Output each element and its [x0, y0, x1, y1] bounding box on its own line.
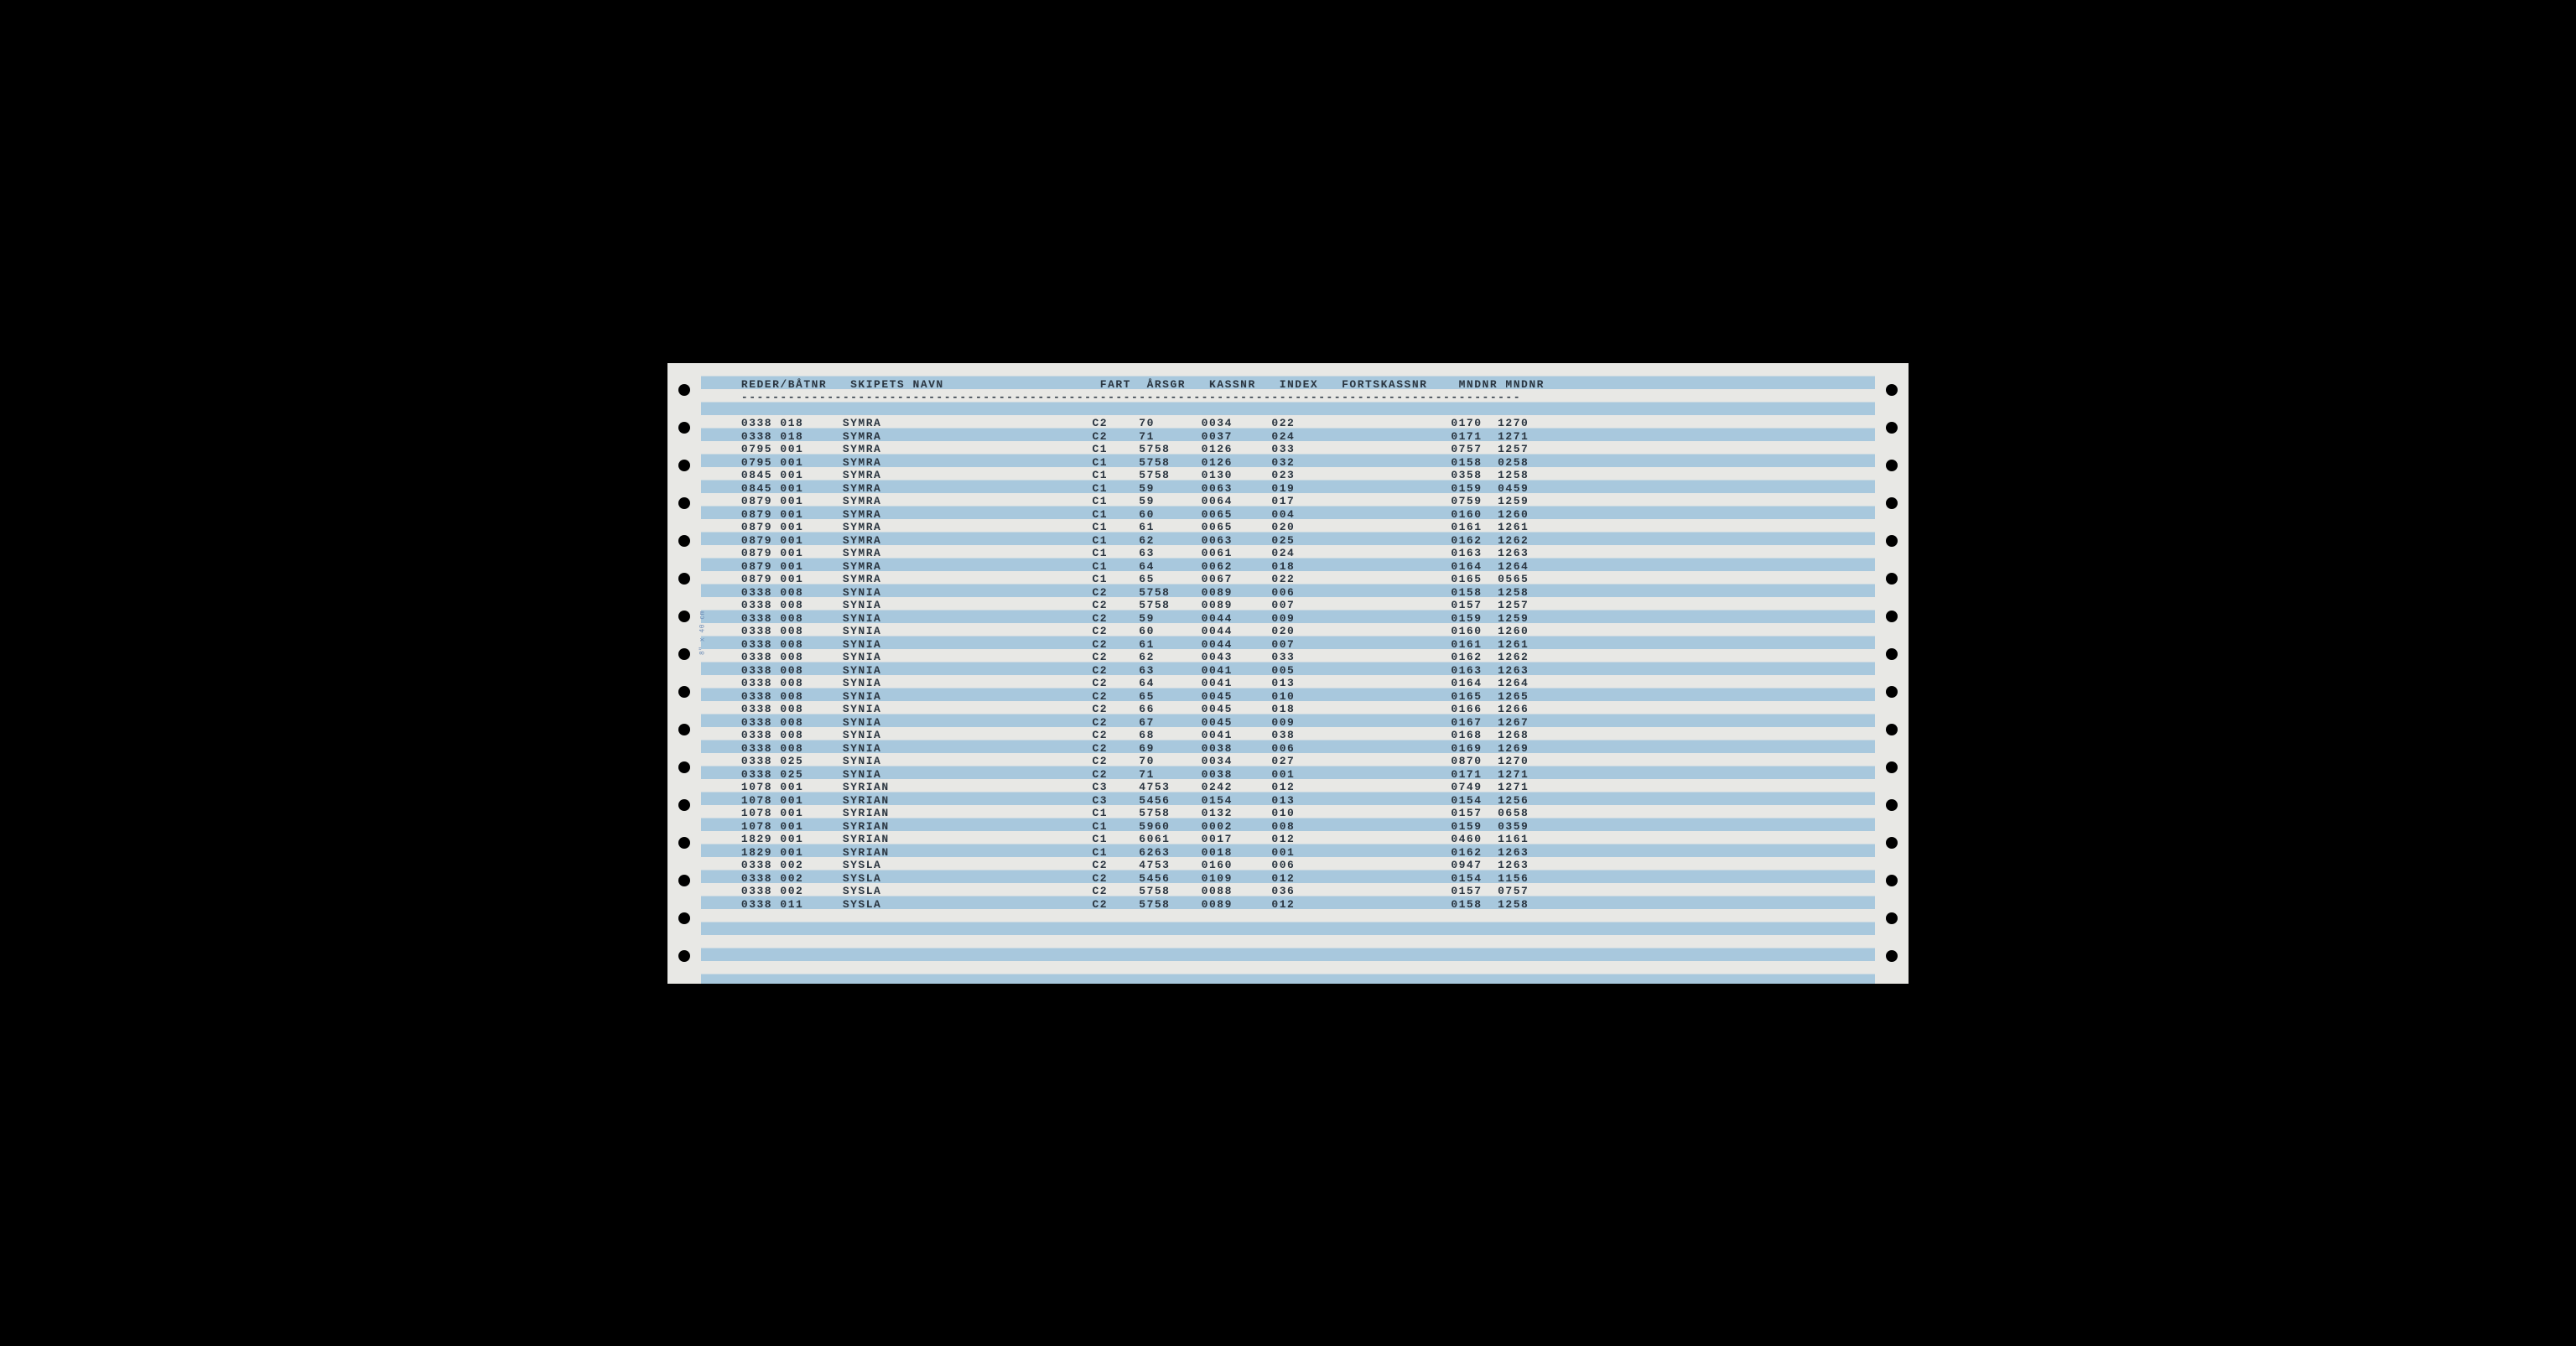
sprocket-hole: [678, 422, 690, 434]
sprocket-hole: [1886, 875, 1898, 886]
sprocket-hole: [678, 384, 690, 396]
sprocket-hole: [1886, 535, 1898, 547]
table-row: 0879 001 SYMRA C1 59 0064 017 0759 1259: [718, 495, 1858, 508]
table-row: 0338 008 SYNIA C2 64 0041 013 0164 1264: [718, 677, 1858, 690]
sprocket-hole: [678, 573, 690, 585]
sprocket-hole: [1886, 686, 1898, 698]
sprocket-hole: [678, 648, 690, 660]
table-row: 0338 018 SYMRA C2 70 0034 022 0170 1270: [718, 417, 1858, 430]
table-row: 0338 008 SYNIA C2 65 0045 010 0165 1265: [718, 690, 1858, 704]
sprocket-hole: [1886, 648, 1898, 660]
table-row: 0338 011 SYSLA C2 5758 0089 012 0158 125…: [718, 898, 1858, 912]
table-row: 1829 001 SYRIAN C1 6263 0018 001 0162 12…: [718, 846, 1858, 860]
table-row: 1078 001 SYRIAN C3 4753 0242 012 0749 12…: [718, 781, 1858, 794]
continuous-form-paper: 8" x 40 cm REDER/BÅTNR SKIPETS NAVN FART…: [667, 363, 1909, 984]
table-row: 0338 008 SYNIA C2 62 0043 033 0162 1262: [718, 651, 1858, 664]
table-row: 0338 008 SYNIA C2 67 0045 009 0167 1267: [718, 716, 1858, 730]
sprocket-hole: [678, 837, 690, 849]
table-row: 0879 001 SYMRA C1 64 0062 018 0164 1264: [718, 560, 1858, 574]
sprocket-hole: [1886, 611, 1898, 622]
sprocket-hole: [678, 460, 690, 471]
sprocket-hole: [1886, 460, 1898, 471]
sprocket-hole: [678, 611, 690, 622]
table-row: 0879 001 SYMRA C1 61 0065 020 0161 1261: [718, 521, 1858, 534]
table-row: 0338 008 SYNIA C2 63 0041 005 0163 1263: [718, 664, 1858, 678]
table-row: 0879 001 SYMRA C1 65 0067 022 0165 0565: [718, 573, 1858, 586]
sprocket-hole: [1886, 761, 1898, 773]
table-row: 0338 008 SYNIA C2 69 0038 006 0169 1269: [718, 742, 1858, 756]
sprocket-strip-left: [667, 363, 701, 984]
table-row: 0845 001 SYMRA C1 5758 0130 023 0358 125…: [718, 469, 1858, 482]
table-row: 1078 001 SYRIAN C1 5960 0002 008 0159 03…: [718, 820, 1858, 834]
table-row: 0338 008 SYNIA C2 66 0045 018 0166 1266: [718, 703, 1858, 716]
table-row: 0338 002 SYSLA C2 5758 0088 036 0157 075…: [718, 885, 1858, 898]
table-row: 0338 018 SYMRA C2 71 0037 024 0171 1271: [718, 430, 1858, 444]
table-row: 0338 008 SYNIA C2 61 0044 007 0161 1261: [718, 638, 1858, 652]
table-row: 0845 001 SYMRA C1 59 0063 019 0159 0459: [718, 482, 1858, 496]
table-row: 0338 008 SYNIA C2 68 0041 038 0168 1268: [718, 729, 1858, 742]
paper-size-label: 8" x 40 cm: [699, 610, 707, 654]
table-row: 0338 025 SYNIA C2 70 0034 027 0870 1270: [718, 755, 1858, 768]
sprocket-hole: [1886, 950, 1898, 962]
blank-line: [718, 404, 1858, 418]
table-row: 1829 001 SYRIAN C1 6061 0017 012 0460 11…: [718, 833, 1858, 846]
table-row: 0795 001 SYMRA C1 5758 0126 032 0158 025…: [718, 456, 1858, 470]
sprocket-hole: [1886, 497, 1898, 509]
table-row: 0338 002 SYSLA C2 4753 0160 006 0947 126…: [718, 859, 1858, 872]
sprocket-hole: [1886, 724, 1898, 735]
header-separator: ----------------------------------------…: [718, 391, 1858, 404]
table-row: 0338 008 SYNIA C2 60 0044 020 0160 1260: [718, 625, 1858, 638]
sprocket-hole: [678, 535, 690, 547]
sprocket-hole: [678, 875, 690, 886]
sprocket-hole: [678, 761, 690, 773]
table-row: 0795 001 SYMRA C1 5758 0126 033 0757 125…: [718, 443, 1858, 456]
table-row: 0879 001 SYMRA C1 62 0063 025 0162 1262: [718, 534, 1858, 548]
sprocket-hole: [678, 912, 690, 924]
sprocket-hole: [1886, 422, 1898, 434]
sprocket-hole: [1886, 837, 1898, 849]
table-row: 1078 001 SYRIAN C3 5456 0154 013 0154 12…: [718, 794, 1858, 808]
column-headers: REDER/BÅTNR SKIPETS NAVN FART ÅRSGR KASS…: [718, 378, 1858, 392]
table-row: 0879 001 SYMRA C1 60 0065 004 0160 1260: [718, 508, 1858, 522]
table-row: 0338 008 SYNIA C2 59 0044 009 0159 1259: [718, 612, 1858, 626]
data-rows: 0338 018 SYMRA C2 70 0034 022 0170 1270 …: [718, 417, 1858, 911]
table-row: 0338 002 SYSLA C2 5456 0109 012 0154 115…: [718, 872, 1858, 886]
sprocket-hole: [678, 950, 690, 962]
table-row: 0879 001 SYMRA C1 63 0061 024 0163 1263: [718, 547, 1858, 560]
sprocket-hole: [678, 686, 690, 698]
table-row: 0338 008 SYNIA C2 5758 0089 006 0158 125…: [718, 586, 1858, 600]
table-row: 0338 008 SYNIA C2 5758 0089 007 0157 125…: [718, 599, 1858, 612]
sprocket-hole: [678, 497, 690, 509]
sprocket-hole: [1886, 912, 1898, 924]
sprocket-hole: [1886, 573, 1898, 585]
printout-content: 8" x 40 cm REDER/BÅTNR SKIPETS NAVN FART…: [701, 363, 1875, 984]
sprocket-hole: [1886, 384, 1898, 396]
table-row: 1078 001 SYRIAN C1 5758 0132 010 0157 06…: [718, 807, 1858, 820]
sprocket-hole: [678, 724, 690, 735]
table-row: 0338 025 SYNIA C2 71 0038 001 0171 1271: [718, 768, 1858, 782]
sprocket-hole: [1886, 799, 1898, 811]
sprocket-strip-right: [1875, 363, 1909, 984]
sprocket-hole: [678, 799, 690, 811]
